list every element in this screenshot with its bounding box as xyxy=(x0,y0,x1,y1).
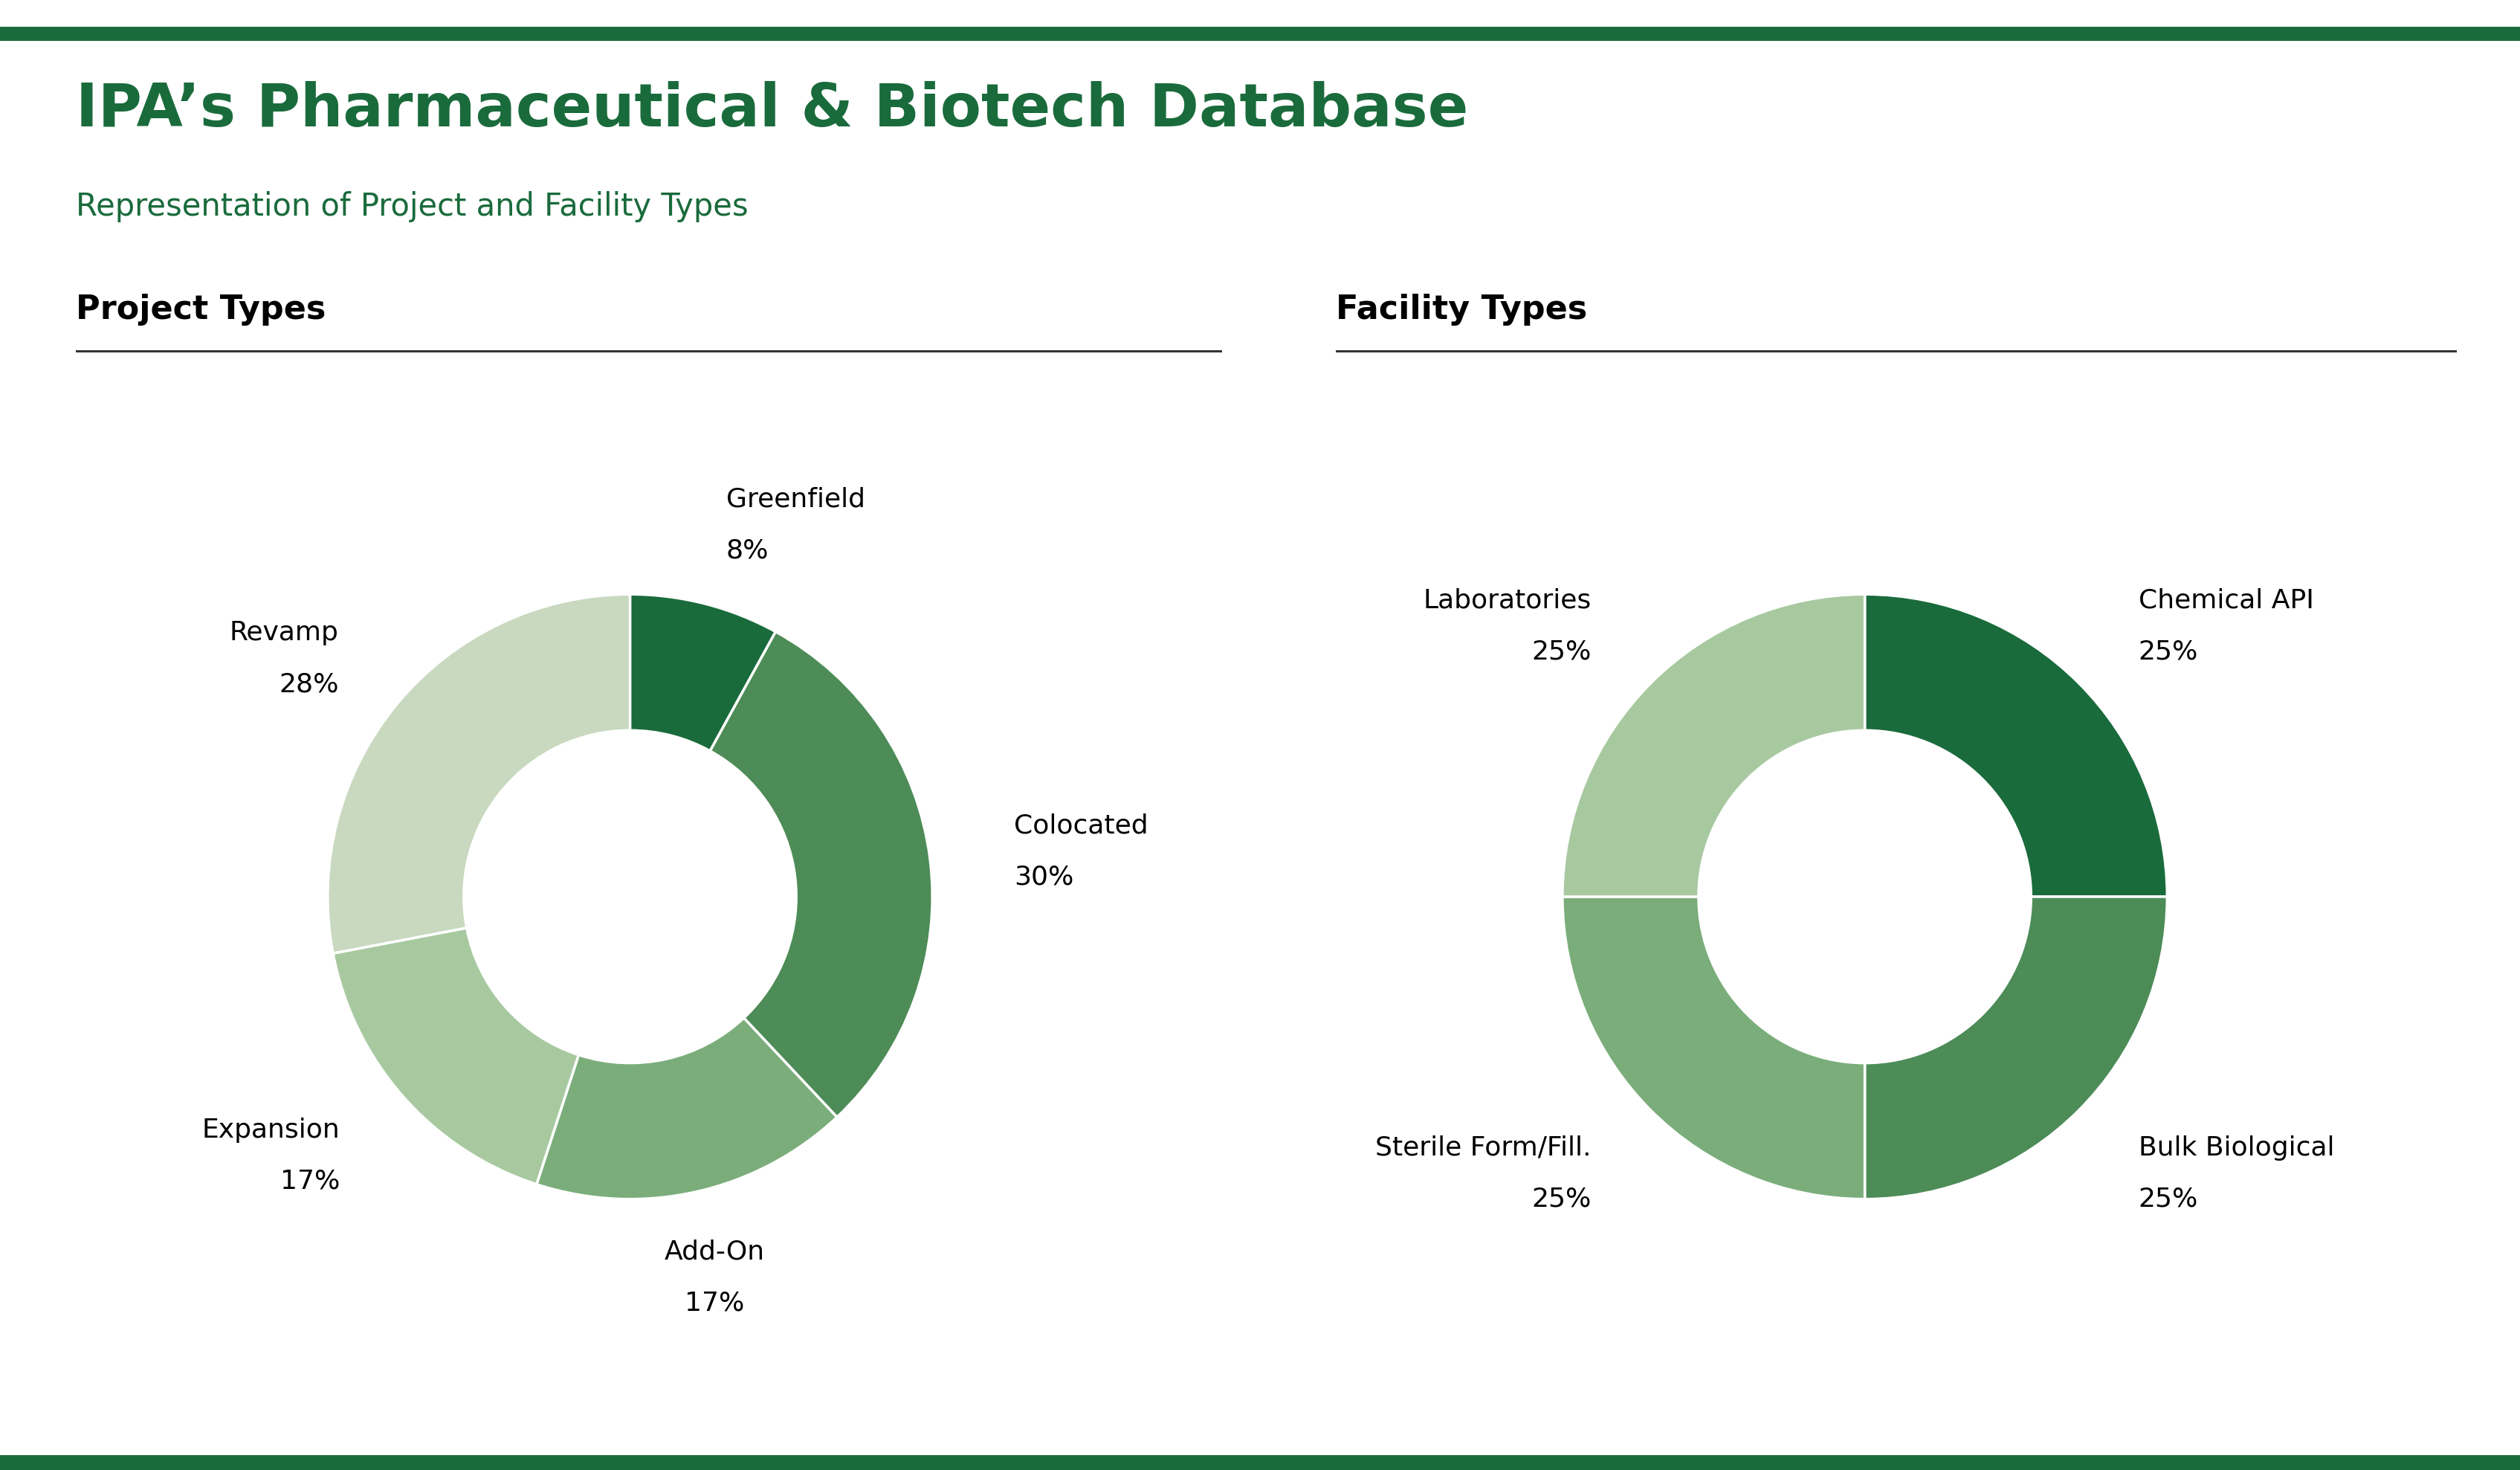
Text: 25%: 25% xyxy=(2139,639,2197,664)
Text: Project Types: Project Types xyxy=(76,294,325,326)
Text: IPA’s Pharmaceutical & Biotech Database: IPA’s Pharmaceutical & Biotech Database xyxy=(76,81,1469,138)
Wedge shape xyxy=(1562,897,1865,1200)
Text: Sterile Form/Fill.: Sterile Form/Fill. xyxy=(1376,1135,1590,1160)
Text: Bulk Biological: Bulk Biological xyxy=(2139,1135,2334,1160)
Text: Expansion: Expansion xyxy=(202,1117,340,1142)
Text: 25%: 25% xyxy=(1532,1186,1590,1211)
Wedge shape xyxy=(333,928,580,1185)
Wedge shape xyxy=(537,1017,837,1200)
Text: 8%: 8% xyxy=(726,538,769,563)
Text: 25%: 25% xyxy=(2139,1186,2197,1211)
Text: Add-On: Add-On xyxy=(665,1239,764,1264)
Text: Representation of Project and Facility Types: Representation of Project and Facility T… xyxy=(76,191,748,222)
Text: 28%: 28% xyxy=(280,672,338,697)
Text: Greenfield: Greenfield xyxy=(726,487,864,512)
Text: Laboratories: Laboratories xyxy=(1424,588,1590,613)
Text: Chemical API: Chemical API xyxy=(2139,588,2313,613)
Wedge shape xyxy=(1865,594,2167,897)
Text: Colocated: Colocated xyxy=(1013,813,1149,838)
Text: 17%: 17% xyxy=(685,1291,743,1316)
Wedge shape xyxy=(1865,897,2167,1200)
Wedge shape xyxy=(1562,594,1865,897)
Text: 17%: 17% xyxy=(280,1169,340,1194)
Text: Facility Types: Facility Types xyxy=(1336,294,1588,326)
Wedge shape xyxy=(328,594,630,954)
Wedge shape xyxy=(711,632,932,1117)
Wedge shape xyxy=(630,594,776,751)
Text: Revamp: Revamp xyxy=(229,620,338,645)
Text: 25%: 25% xyxy=(1532,639,1590,664)
Text: 30%: 30% xyxy=(1013,864,1074,889)
